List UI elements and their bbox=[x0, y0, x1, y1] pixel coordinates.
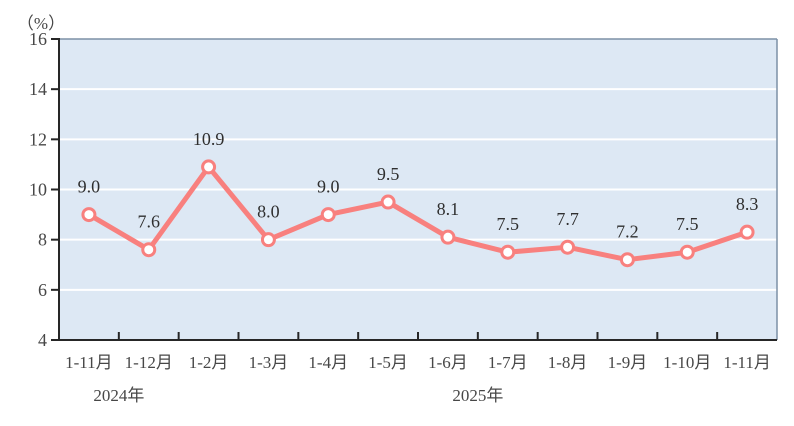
x-tick-label: 1-6月 bbox=[428, 353, 468, 372]
data-point-marker bbox=[440, 229, 456, 245]
x-tick-label: 1-10月 bbox=[663, 353, 711, 372]
x-tick-label: 1-8月 bbox=[548, 353, 588, 372]
data-point-marker bbox=[260, 232, 276, 248]
x-tick-label: 1-3月 bbox=[249, 353, 289, 372]
data-point-marker bbox=[619, 252, 635, 268]
year-label: 2024年 bbox=[93, 386, 144, 405]
data-label: 9.0 bbox=[78, 177, 101, 197]
x-tick-label: 1-2月 bbox=[189, 353, 229, 372]
x-tick-label: 1-7月 bbox=[488, 353, 528, 372]
y-tick-label: 8 bbox=[38, 230, 47, 250]
data-point-marker bbox=[679, 244, 695, 260]
data-label: 7.2 bbox=[616, 222, 639, 242]
x-tick-label: 1-12月 bbox=[125, 353, 173, 372]
data-label: 8.0 bbox=[257, 202, 280, 222]
y-tick-label: 12 bbox=[29, 129, 47, 149]
data-label: 10.9 bbox=[193, 129, 225, 149]
x-tick-label: 1-5月 bbox=[368, 353, 408, 372]
x-tick-label: 1-11月 bbox=[65, 353, 113, 372]
data-point-marker bbox=[141, 242, 157, 258]
data-label: 7.5 bbox=[497, 214, 520, 234]
y-tick-label: 14 bbox=[29, 79, 47, 99]
x-tick-label: 1-11月 bbox=[723, 353, 771, 372]
data-point-marker bbox=[201, 159, 217, 175]
data-label: 9.5 bbox=[377, 164, 400, 184]
data-label: 8.3 bbox=[736, 194, 759, 214]
data-label: 8.1 bbox=[437, 199, 460, 219]
y-axis-unit-label: （%） bbox=[17, 14, 65, 33]
data-point-marker bbox=[560, 239, 576, 255]
y-tick-label: 10 bbox=[29, 180, 47, 200]
data-point-marker bbox=[739, 224, 755, 240]
y-tick-label: 4 bbox=[38, 330, 47, 350]
data-point-marker bbox=[320, 207, 336, 223]
data-point-marker bbox=[500, 244, 516, 260]
data-label: 7.5 bbox=[676, 214, 699, 234]
x-tick-label: 1-4月 bbox=[308, 353, 348, 372]
series-line bbox=[86, 164, 750, 263]
y-tick-label: 16 bbox=[29, 29, 47, 49]
data-point-marker bbox=[380, 194, 396, 210]
year-label: 2025年 bbox=[452, 386, 503, 405]
x-tick-label: 1-9月 bbox=[608, 353, 648, 372]
data-label: 9.0 bbox=[317, 177, 340, 197]
data-point-marker bbox=[81, 207, 97, 223]
data-label: 7.7 bbox=[556, 209, 579, 229]
data-label: 7.6 bbox=[138, 212, 161, 232]
y-tick-label: 6 bbox=[38, 280, 47, 300]
